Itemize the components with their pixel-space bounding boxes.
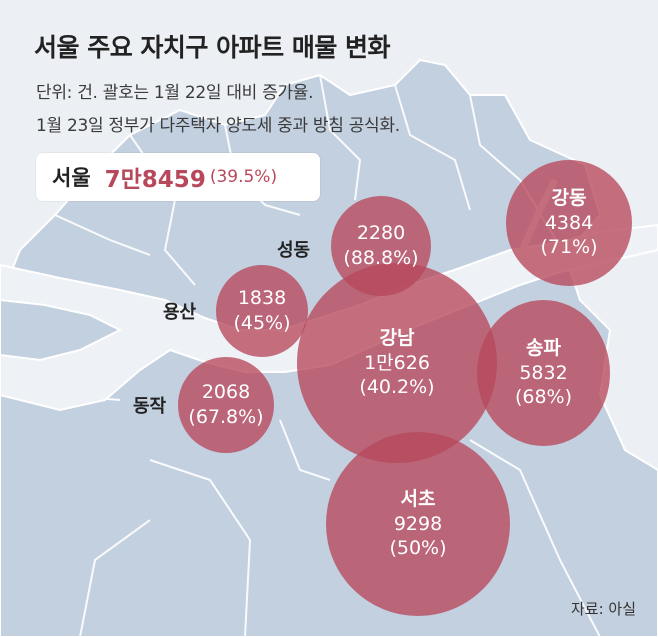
district-rate-dongjak: (67.8%) xyxy=(188,406,264,428)
district-name-gangnam: 강남 xyxy=(379,326,415,349)
district-count-gangnam: 1만626 xyxy=(364,351,430,374)
total-rate: (39.5%) xyxy=(209,167,278,187)
bubble-seongdong: 2280 (88.8%) xyxy=(331,196,431,296)
seoul-total-box: 서울 7만8459 (39.5%) xyxy=(36,153,320,201)
district-name-gangdong: 강동 xyxy=(551,186,587,209)
district-count-songpa: 5832 xyxy=(519,361,568,384)
district-boundaries xyxy=(0,74,601,637)
subtitle-line-2: 1월 23일 정부가 다주택자 양도세 중과 방침 공식화. xyxy=(36,116,400,136)
bubble-dongjak: 2068 (67.8%) xyxy=(178,357,274,453)
bubble-gangdong: 강동 4384 (71%) xyxy=(506,160,632,286)
district-rate-yongsan: (45%) xyxy=(233,312,291,334)
total-label: 서울 xyxy=(52,166,91,190)
district-name-songpa: 송파 xyxy=(526,336,561,359)
source-note: 자료: 아실 xyxy=(570,600,636,618)
district-count-dongjak: 2068 xyxy=(201,381,251,404)
district-count-seongdong: 2280 xyxy=(356,222,406,245)
district-rate-gangnam: (40.2%) xyxy=(359,376,435,399)
district-rate-seocho: (50%) xyxy=(389,537,447,560)
total-value: 7만8459 xyxy=(104,167,206,193)
district-rate-gangdong: (71%) xyxy=(540,236,598,259)
chart-title: 서울 주요 자치구 아파트 매물 변화 xyxy=(34,33,391,62)
bubble-songpa: 송파 5832 (68%) xyxy=(477,300,610,446)
subtitle-line-1: 단위: 건. 괄호는 1월 22일 대비 증가율. xyxy=(36,83,314,103)
district-rate-songpa: (68%) xyxy=(514,386,573,409)
district-count-seocho: 9298 xyxy=(393,512,443,535)
district-count-yongsan: 1838 xyxy=(237,287,287,310)
bubble-yongsan: 1838 (45%) xyxy=(216,265,308,357)
label-yongsan: 용산 xyxy=(163,302,197,323)
label-dongjak: 동작 xyxy=(133,396,167,417)
bubble-gangnam: 강남 1만626 (40.2%) xyxy=(297,263,497,463)
label-seongdong: 성동 xyxy=(277,240,311,261)
district-name-seocho: 서초 xyxy=(400,487,436,510)
district-count-gangdong: 4384 xyxy=(544,211,594,234)
bubble-seocho: 서초 9298 (50%) xyxy=(326,432,510,616)
district-rate-seongdong: (88.8%) xyxy=(343,247,419,269)
